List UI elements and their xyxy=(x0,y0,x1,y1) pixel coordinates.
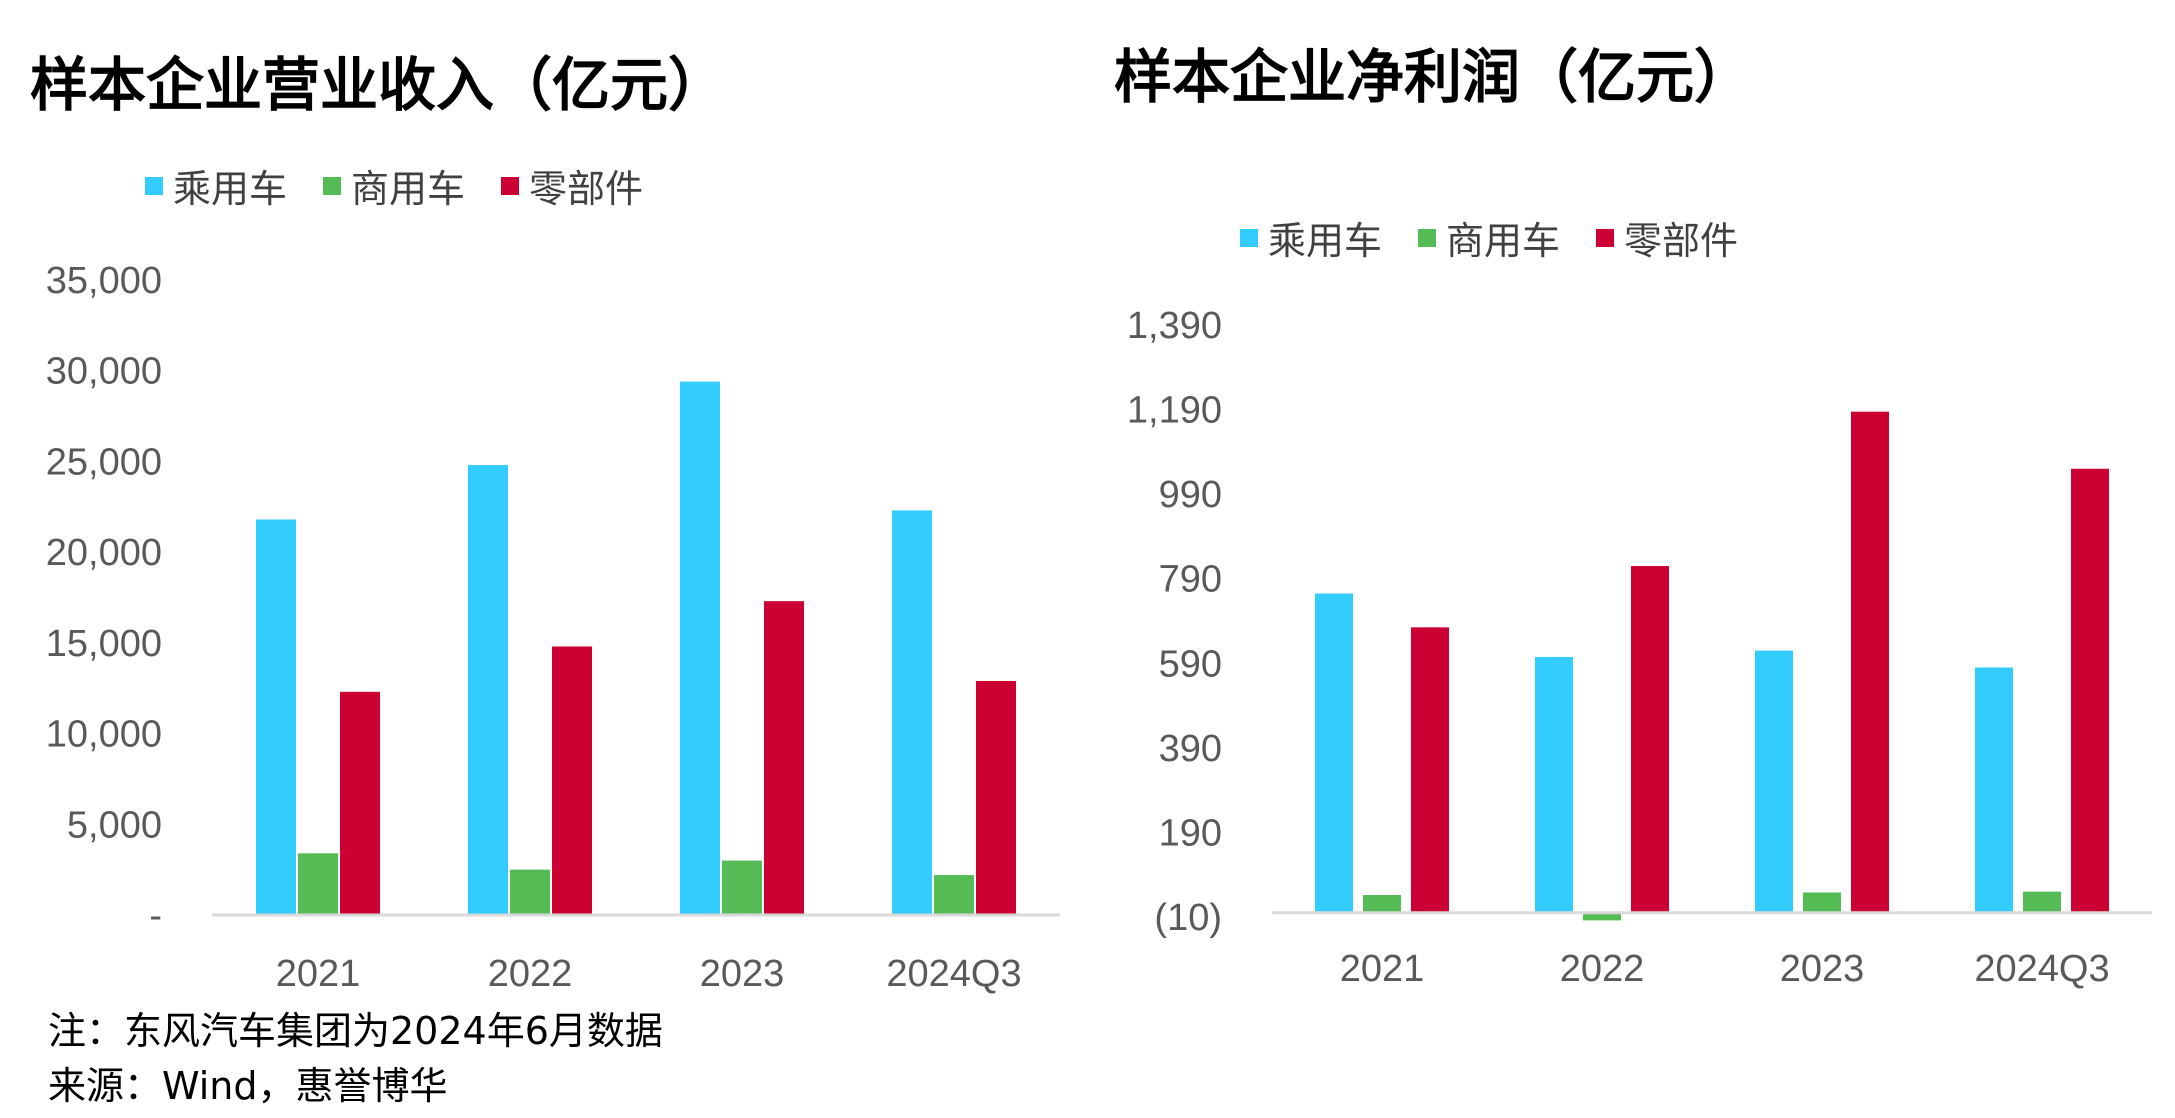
y-tick-label: 25,000 xyxy=(46,441,162,483)
bar-commercial-2021 xyxy=(298,853,338,915)
bar-parts-2021 xyxy=(1411,627,1449,913)
revenue-bar-chart: - 5,000 10,000 15,000 20,000 25,000 30,000 35,0… xyxy=(46,260,1060,995)
x-tick-label: 2023 xyxy=(700,953,785,995)
y-tick-label: 30,000 xyxy=(46,351,162,393)
legend-swatch-commercial xyxy=(1418,228,1437,247)
bar-passenger-2024Q3 xyxy=(1975,667,2013,913)
legend-label: 商用车 xyxy=(351,167,466,211)
bar-passenger-2023 xyxy=(680,381,720,916)
y-tick-label: - xyxy=(149,895,162,937)
legend-item-passenger: 乘用车 xyxy=(1240,210,1382,265)
y-tick-label: 20,000 xyxy=(46,532,162,574)
y-tick-label: 35,000 xyxy=(46,260,162,302)
bar-commercial-2021 xyxy=(1363,895,1401,913)
bar-parts-2021 xyxy=(340,691,380,915)
legend-swatch-passenger xyxy=(145,176,163,195)
bar-parts-2024Q3 xyxy=(2071,468,2109,913)
legend-item-commercial: 商用车 xyxy=(1418,210,1560,265)
legend-label: 零部件 xyxy=(1624,219,1739,263)
legend-label: 零部件 xyxy=(529,167,644,211)
bar-parts-2023 xyxy=(1851,411,1889,913)
chart-title: 样本企业净利润（亿元） xyxy=(1114,43,1753,111)
bar-parts-2022 xyxy=(552,646,592,915)
x-tick-label: 2024Q3 xyxy=(1974,948,2109,990)
legend-swatch-commercial xyxy=(323,176,342,195)
bar-passenger-2022 xyxy=(1535,656,1573,913)
bar-passenger-2021 xyxy=(1315,593,1353,913)
legend-swatch-parts xyxy=(1596,228,1615,247)
bar-parts-2024Q3 xyxy=(976,680,1016,915)
x-tick-label: 2022 xyxy=(1560,948,1645,990)
bar-parts-2023 xyxy=(764,601,804,915)
chart-legend: 乘用车 商用车 零部件 xyxy=(145,158,643,213)
revenue-chart-panel: 样本企业营业收入（亿元） 乘用车 商用车 零部件 - 5,000 10,000 15,… xyxy=(0,0,1080,1000)
x-tick-label: 2022 xyxy=(488,953,573,995)
y-tick-label: 1,190 xyxy=(1127,390,1222,432)
legend-item-parts: 零部件 xyxy=(501,158,643,213)
y-tick-label: (10) xyxy=(1154,897,1222,939)
y-tick-label: 390 xyxy=(1159,728,1222,770)
legend-label: 商用车 xyxy=(1446,219,1561,263)
net-profit-bar-chart: (10) 190 390 590 790 990 1,190 1,390 2021 2022 202… xyxy=(1127,305,2152,990)
chart-title: 样本企业营业收入（亿元） xyxy=(30,51,727,119)
y-tick-label: 590 xyxy=(1159,643,1222,685)
y-tick-label: 15,000 xyxy=(46,623,162,665)
y-tick-label: 990 xyxy=(1159,474,1222,516)
bar-passenger-2024Q3 xyxy=(892,510,932,915)
bar-passenger-2022 xyxy=(468,465,508,915)
x-tick-label: 2024Q3 xyxy=(886,953,1021,995)
bar-commercial-2024Q3 xyxy=(934,875,974,915)
net-profit-chart-panel: 样本企业净利润（亿元） 乘用车 商用车 零部件 (10) 190 390 590 790… xyxy=(1100,0,2175,1000)
y-tick-label: 1,390 xyxy=(1127,305,1222,347)
bar-parts-2022 xyxy=(1631,566,1669,913)
y-tick-label: 790 xyxy=(1159,559,1222,601)
bar-commercial-2023 xyxy=(1803,892,1841,913)
x-tick-label: 2021 xyxy=(276,953,361,995)
bar-commercial-2022 xyxy=(1583,912,1621,921)
legend-item-parts: 零部件 xyxy=(1596,210,1738,265)
y-tick-label: 10,000 xyxy=(46,714,162,756)
legend-swatch-parts xyxy=(501,176,520,195)
x-tick-label: 2021 xyxy=(1340,948,1425,990)
bar-commercial-2023 xyxy=(722,860,762,915)
x-tick-label: 2023 xyxy=(1780,948,1865,990)
legend-label: 乘用车 xyxy=(1268,219,1383,263)
y-tick-label: 5,000 xyxy=(67,804,162,846)
source-note: 来源：Wind，惠誉博华 xyxy=(48,1064,448,1108)
bar-commercial-2024Q3 xyxy=(2023,891,2061,913)
legend-label: 乘用车 xyxy=(173,167,288,211)
legend-swatch-passenger xyxy=(1240,228,1258,247)
legend-item-commercial: 商用车 xyxy=(323,158,465,213)
bar-commercial-2022 xyxy=(510,869,550,915)
bar-passenger-2023 xyxy=(1755,650,1793,913)
legend-item-passenger: 乘用车 xyxy=(145,158,287,213)
chart-legend: 乘用车 商用车 零部件 xyxy=(1240,210,1738,265)
y-tick-label: 190 xyxy=(1159,812,1222,854)
bar-passenger-2021 xyxy=(256,519,296,915)
footnote: 注：东风汽车集团为2024年6月数据 xyxy=(48,1009,663,1053)
